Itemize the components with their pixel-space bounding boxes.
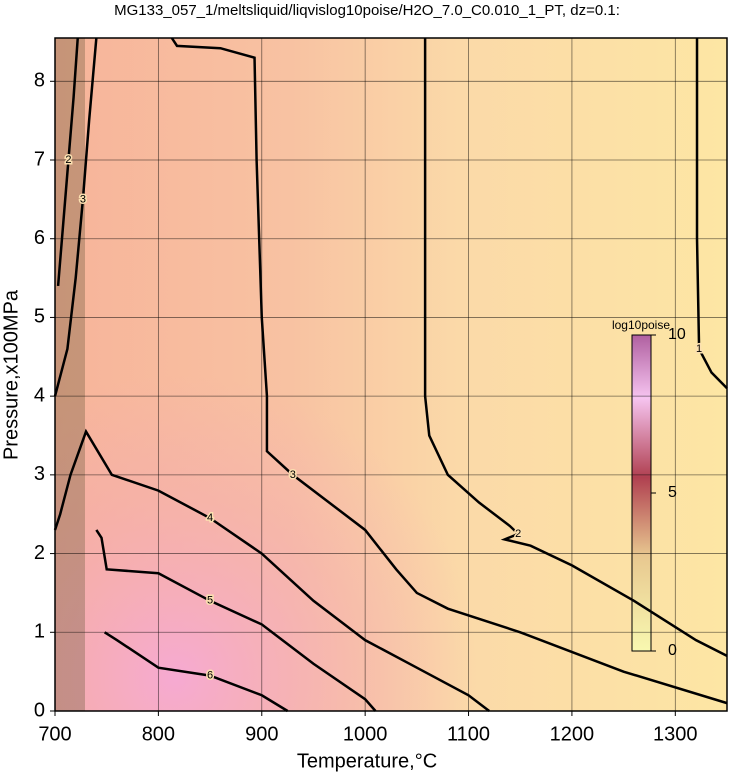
contour-line: [170, 37, 728, 705]
contour-line: [423, 38, 728, 658]
x-tick-label: 1000: [343, 723, 388, 745]
contour-line: [56, 37, 79, 287]
x-tick-label: 800: [142, 723, 175, 745]
contour-label: 2: [515, 528, 521, 540]
y-tick-label: 8: [34, 70, 45, 92]
y-tick-label: 1: [34, 621, 45, 643]
y-tick-label: 3: [34, 463, 45, 485]
y-tick-label: 6: [34, 227, 45, 249]
contour-label: 5: [207, 595, 213, 607]
contour-label: 4: [207, 512, 213, 524]
plot-frame: [54, 37, 728, 712]
colorbar-tick-label: 10: [668, 326, 686, 343]
colorbar: [631, 334, 652, 652]
y-tick-label: 5: [34, 306, 45, 328]
contour-line: [103, 631, 289, 713]
plot-shade: [55, 38, 727, 711]
y-tick-label: 2: [34, 542, 45, 564]
y-tick-label: 7: [34, 148, 45, 170]
y-axis-label: Pressure,x100MPa: [0, 289, 22, 460]
chart-title: MG133_057_1/meltsliquid/liqvislog10poise…: [114, 2, 620, 19]
x-tick-label: 1100: [447, 723, 490, 745]
y-tick-label: 0: [34, 699, 45, 721]
colorbar-tick-label: 5: [668, 484, 677, 501]
contour-label: 1: [696, 343, 702, 355]
x-tick-label: 700: [38, 723, 71, 745]
y-tick-label: 4: [34, 384, 45, 406]
contour-line: [53, 428, 490, 712]
contour-line: [695, 38, 728, 390]
contour-line: [53, 37, 98, 397]
contour-label: 3: [290, 469, 296, 481]
colorbar-tick-label: 0: [668, 642, 677, 659]
colorbar-label: log10poise: [612, 318, 670, 332]
x-axis-label: Temperature,°C: [297, 750, 437, 772]
x-tick-label: 1300: [653, 723, 698, 745]
contour-label: 3: [80, 193, 86, 205]
x-tick-label: 900: [245, 723, 278, 745]
contour-label: 2: [65, 154, 71, 166]
contour-line: [95, 529, 377, 712]
x-tick-label: 1200: [550, 723, 595, 745]
contour-label: 6: [207, 669, 213, 681]
